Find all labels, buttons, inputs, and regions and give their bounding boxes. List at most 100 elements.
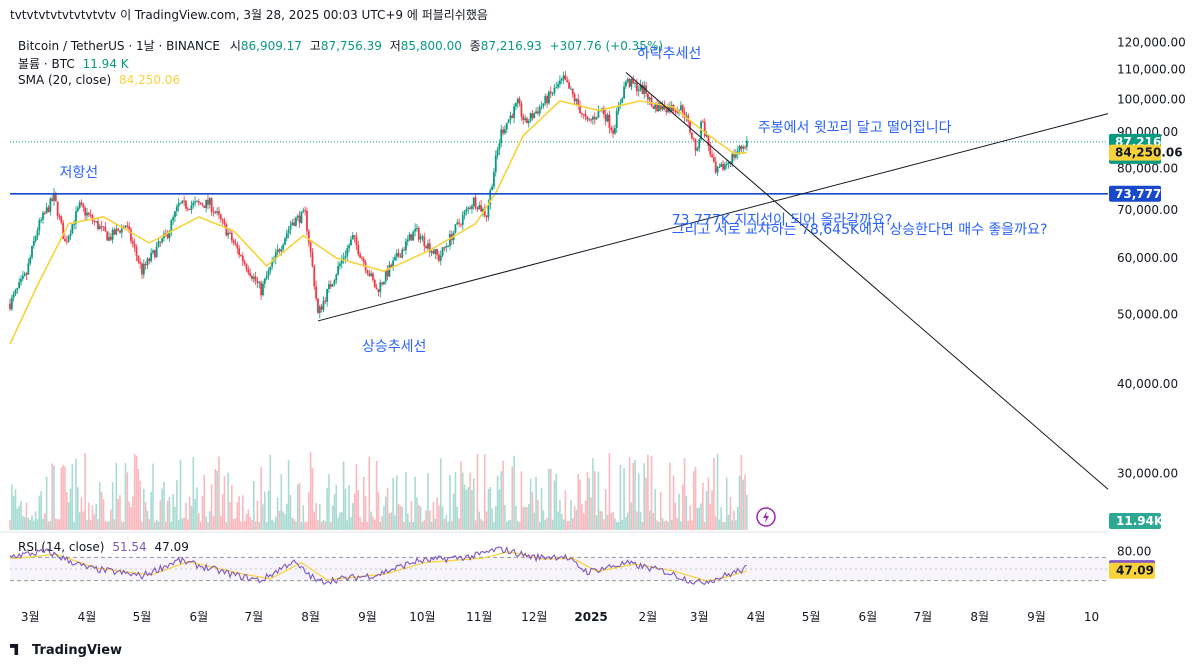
candle-body: [205, 199, 208, 209]
candle-body: [12, 294, 15, 298]
volume-bar: [249, 516, 251, 530]
candle-body: [414, 228, 417, 232]
volume-bar: [707, 477, 710, 530]
volume-bar: [557, 511, 559, 530]
volume-bar: [220, 516, 222, 530]
volume-bar: [269, 454, 272, 530]
x-tick-label: 7월: [244, 610, 263, 624]
price-tag-label: 73,777.00: [1115, 187, 1183, 201]
volume-bar: [711, 489, 713, 530]
candle-body: [689, 121, 691, 133]
candle-body: [681, 105, 684, 113]
candle-body: [315, 286, 318, 299]
volume-bar: [333, 494, 336, 530]
volume-bar: [445, 514, 448, 530]
annotation-3: 상승추세선: [362, 339, 426, 355]
candle-body: [652, 105, 655, 109]
symbol-name[interactable]: Bitcoin / TetherUS · 1날 · BINANCE: [18, 39, 220, 53]
volume-bar: [540, 487, 543, 530]
candle-body: [373, 279, 376, 288]
volume-bar: [36, 519, 39, 530]
volume-bar: [55, 518, 57, 530]
candle-body: [104, 226, 107, 232]
candle-body: [284, 238, 286, 245]
volume-bar: [537, 499, 539, 530]
volume-bar: [311, 467, 314, 530]
sma-legend[interactable]: SMA (20, close) 84,250.06: [18, 73, 180, 87]
volume-bar: [240, 521, 242, 530]
volume-bar: [203, 474, 206, 530]
volume-bar: [672, 475, 675, 530]
volume-bar: [177, 520, 180, 530]
volume-bar: [619, 464, 622, 530]
volume-bar: [625, 517, 627, 530]
volume-bar: [665, 520, 668, 530]
candle-body: [586, 116, 589, 120]
candle-body: [67, 235, 70, 242]
volume-bar: [27, 517, 30, 530]
volume-bar: [86, 519, 88, 530]
candle-body: [47, 207, 50, 212]
volume-bar: [559, 499, 561, 530]
volume-bar: [243, 521, 246, 530]
x-tick-label: 2025: [574, 610, 607, 624]
candle-body: [304, 210, 307, 212]
volume-bar: [694, 466, 697, 530]
volume-bar: [183, 517, 185, 530]
volume-bar: [676, 517, 679, 530]
candle-body: [87, 212, 90, 215]
x-tick-label: 6월: [859, 610, 878, 624]
volume-bar: [735, 520, 737, 530]
candle-body: [120, 226, 123, 233]
candle-body: [135, 247, 138, 256]
volume-bar: [401, 506, 404, 530]
volume-bar: [44, 513, 46, 530]
volume-bar: [491, 508, 493, 530]
volume-bar: [727, 514, 730, 530]
volume-bar: [238, 496, 240, 530]
candle-body: [221, 219, 224, 221]
change-value: +307.76 (+0.35%): [549, 39, 664, 53]
volume-bar: [423, 519, 426, 530]
y-tick-label: 50,000.00: [1117, 308, 1178, 322]
candle-body: [93, 220, 96, 222]
tradingview-logo[interactable]: TradingView: [10, 643, 122, 658]
candle-body: [526, 118, 528, 124]
candle-body: [584, 114, 587, 117]
volume-bar: [603, 519, 605, 530]
volume-bar: [252, 480, 255, 530]
volume-bar: [362, 476, 365, 530]
candle-body: [392, 260, 395, 268]
candle-body: [485, 215, 488, 218]
volume-bar: [154, 521, 156, 530]
candle-body: [306, 210, 308, 232]
candle-body: [377, 289, 380, 293]
rsi-legend[interactable]: RSI (14, close) 51.54 47.09: [18, 540, 189, 554]
candle-body: [329, 284, 332, 287]
volume-bar: [595, 515, 598, 530]
candle-body: [166, 233, 169, 239]
candle-body: [313, 266, 316, 287]
candle-body: [109, 236, 112, 240]
candle-body: [606, 114, 609, 122]
volume-bar: [192, 457, 195, 530]
high-value: 87,756.39: [320, 39, 382, 53]
volume-bar: [263, 491, 266, 530]
candle-body: [463, 211, 466, 216]
y-tick-label: 110,000.00: [1117, 63, 1186, 77]
candle-body: [581, 113, 583, 115]
candle-body: [619, 103, 622, 106]
volume-legend[interactable]: 볼륨 · BTC 11.94 K: [18, 55, 129, 72]
volume-bar: [472, 478, 475, 530]
volume-bar: [381, 516, 383, 530]
volume-bar: [746, 494, 748, 530]
x-tick-label: 8월: [970, 610, 989, 624]
candle-body: [427, 243, 429, 249]
candle-body: [654, 103, 657, 109]
volume-bar: [296, 484, 299, 530]
volume-bar: [368, 456, 371, 530]
candle-body: [49, 198, 52, 212]
volume-bar: [434, 518, 437, 530]
candle-body: [674, 111, 677, 113]
